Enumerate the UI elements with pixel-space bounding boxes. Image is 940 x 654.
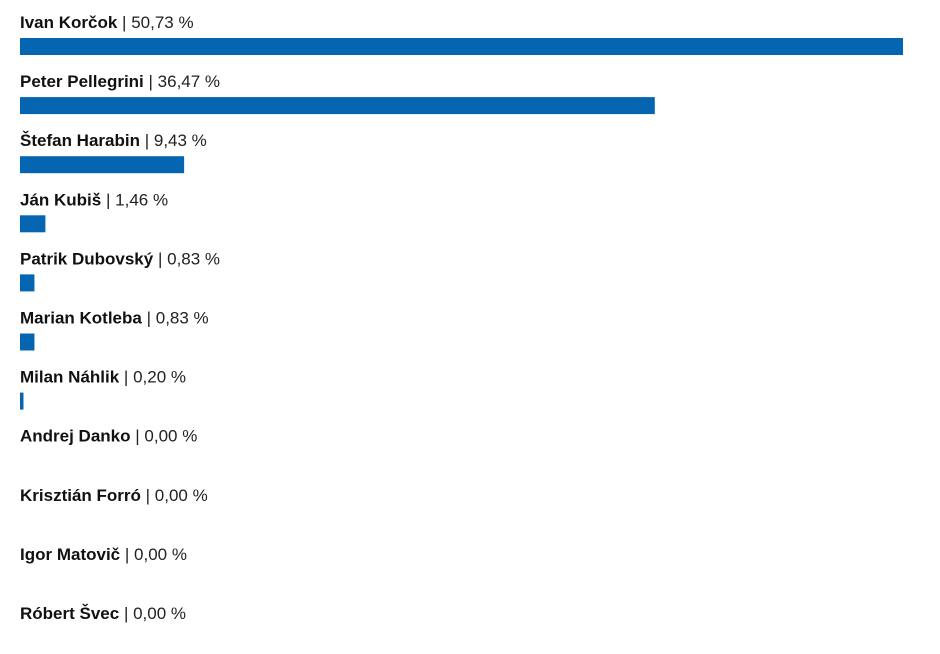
candidate-name: Marian Kotleba	[20, 309, 142, 328]
value-label: 0,83 %	[156, 309, 209, 328]
separator: |	[158, 250, 162, 269]
separator: |	[135, 427, 139, 446]
separator: |	[125, 545, 129, 564]
bar-label: Ján Kubiš | 1,46 %	[20, 191, 168, 210]
candidate-name: Ján Kubiš	[20, 191, 101, 210]
bar	[20, 97, 655, 115]
separator: |	[106, 191, 110, 210]
bar	[20, 333, 35, 351]
bar-label: Marian Kotleba | 0,83 %	[20, 309, 209, 328]
bar	[20, 274, 35, 292]
value-label: 1,46 %	[115, 191, 168, 210]
bar	[20, 392, 24, 410]
separator: |	[124, 368, 128, 387]
bar-label: Ivan Korčok | 50,73 %	[20, 13, 194, 32]
separator: |	[145, 132, 149, 151]
bar-label: Peter Pellegrini | 36,47 %	[20, 73, 220, 92]
bar-label: Patrik Dubovský | 0,83 %	[20, 250, 220, 269]
candidate-name: Ivan Korčok	[20, 13, 118, 32]
value-label: 50,73 %	[131, 13, 193, 32]
separator: |	[122, 13, 126, 32]
candidate-name: Milan Náhlik	[20, 368, 120, 387]
candidate-name: Patrik Dubovský	[20, 250, 154, 269]
candidate-name: Andrej Danko	[20, 427, 131, 446]
separator: |	[149, 73, 153, 92]
bar-label: Krisztián Forró | 0,00 %	[20, 486, 208, 505]
separator: |	[147, 309, 151, 328]
value-label: 0,00 %	[133, 604, 186, 623]
separator: |	[146, 486, 150, 505]
separator: |	[124, 604, 128, 623]
value-label: 0,83 %	[167, 250, 220, 269]
candidate-name: Róbert Švec	[20, 604, 119, 623]
candidate-name: Igor Matovič	[20, 545, 120, 564]
bar	[20, 38, 903, 55]
bar-label: Štefan Harabin | 9,43 %	[20, 132, 207, 151]
value-label: 36,47 %	[158, 73, 220, 92]
bar-label: Andrej Danko | 0,00 %	[20, 427, 197, 446]
value-label: 0,00 %	[144, 427, 197, 446]
bar	[20, 156, 185, 174]
bar-label: Milan Náhlik | 0,20 %	[20, 368, 186, 387]
value-label: 0,00 %	[134, 545, 187, 564]
value-label: 0,00 %	[155, 486, 208, 505]
value-label: 0,20 %	[133, 368, 186, 387]
bar-label: Igor Matovič | 0,00 %	[20, 545, 187, 564]
value-label: 9,43 %	[154, 132, 207, 151]
candidate-name: Peter Pellegrini	[20, 73, 144, 92]
candidate-name: Štefan Harabin	[20, 132, 140, 151]
bar-label: Róbert Švec | 0,00 %	[20, 604, 186, 623]
bar	[20, 215, 46, 233]
candidate-name: Krisztián Forró	[20, 486, 141, 505]
